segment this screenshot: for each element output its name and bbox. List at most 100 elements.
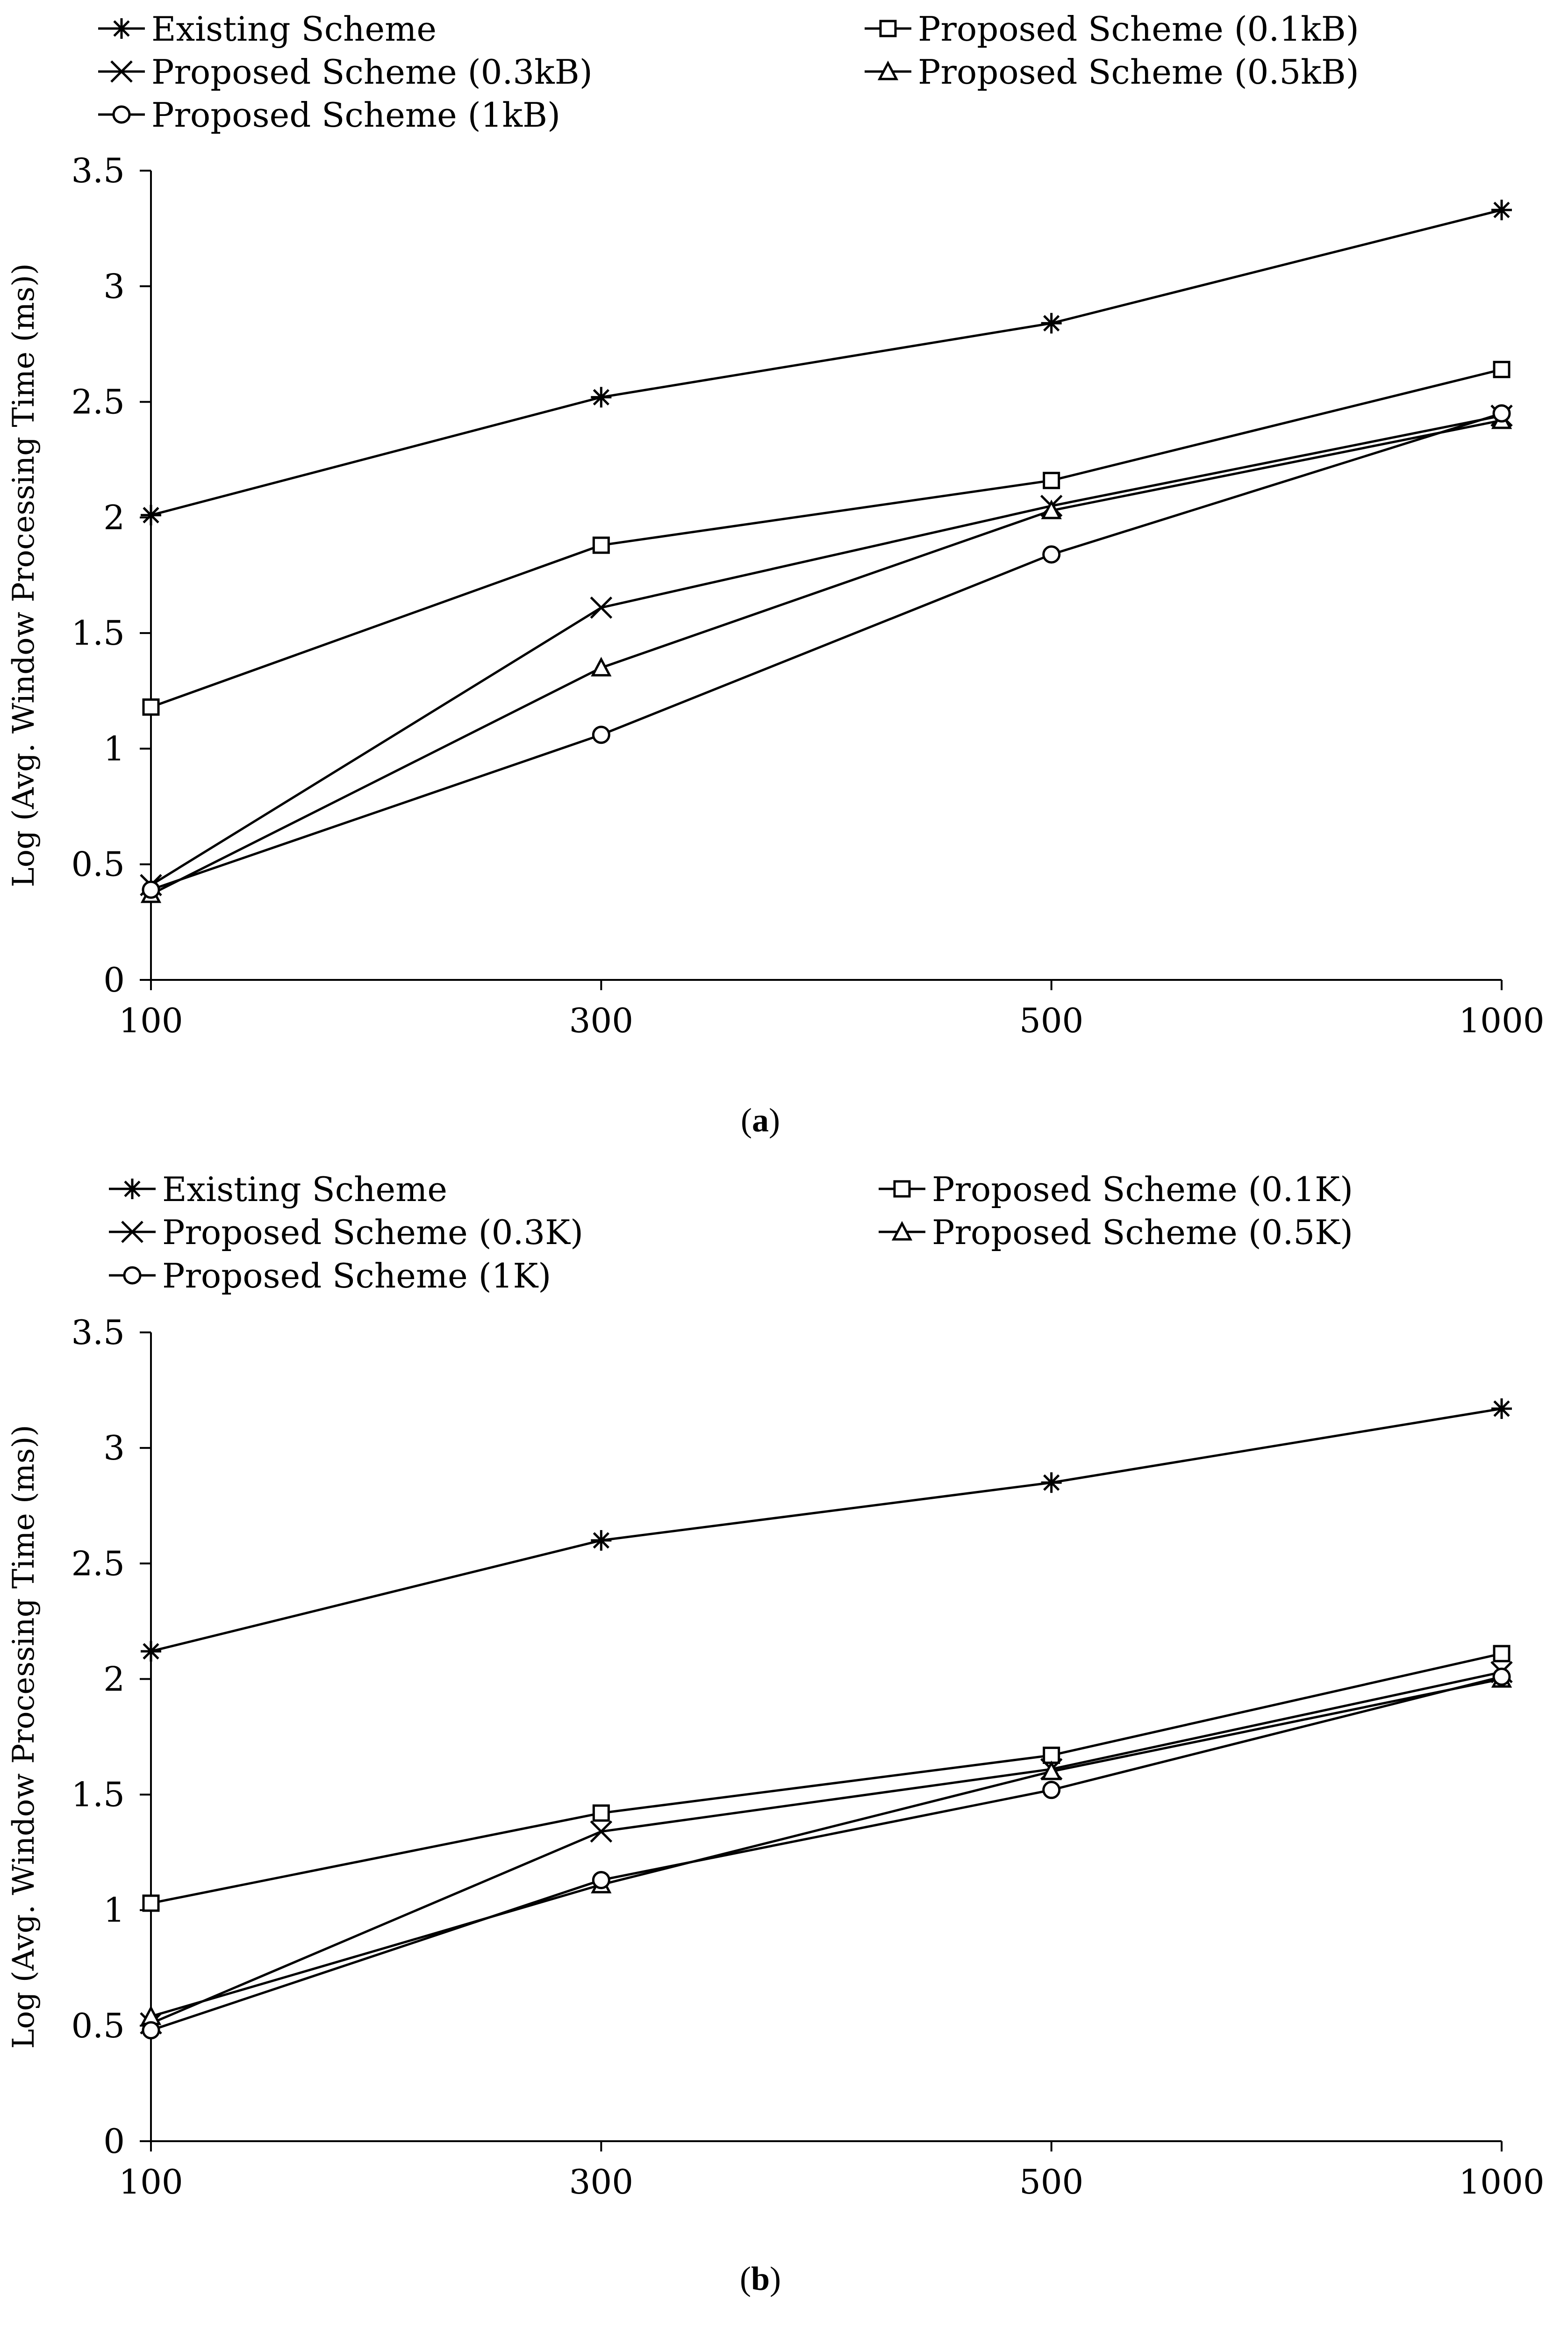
legend-marker xyxy=(112,105,131,124)
legend-label: Proposed Scheme (1kB) xyxy=(151,95,560,135)
y-axis-label: Log (Avg. Window Processing Time (ms)) xyxy=(7,263,41,887)
y-tick-label: 1.5 xyxy=(71,613,125,653)
data-point xyxy=(1041,1760,1062,1780)
legend-entry: Proposed Scheme (1K) xyxy=(109,1256,551,1295)
legend-entry: Proposed Scheme (0.1K) xyxy=(879,1170,1353,1209)
data-point xyxy=(1041,1472,1062,1493)
data-point xyxy=(142,880,160,899)
data-point xyxy=(591,656,612,676)
y-tick-label: 2.5 xyxy=(71,382,125,422)
data-point xyxy=(1491,1398,1512,1419)
series-line xyxy=(150,1652,1502,1905)
legend-label: Proposed Scheme (0.1K) xyxy=(932,1170,1353,1209)
x-tick-label: 300 xyxy=(569,1001,633,1040)
series-line xyxy=(150,1671,1502,2025)
y-tick-label: 1 xyxy=(103,729,125,768)
y-tick-label: 3 xyxy=(103,266,125,306)
x-tick-label: 300 xyxy=(569,2162,633,2202)
series-2 xyxy=(140,1661,1513,2035)
legend-label: Proposed Scheme (0.1kB) xyxy=(918,9,1359,49)
x-tick-label: 100 xyxy=(119,1001,183,1040)
series-line xyxy=(150,1677,1502,2018)
y-tick-label: 3.5 xyxy=(71,151,125,190)
series-line xyxy=(150,412,1502,891)
legend-label: Existing Scheme xyxy=(151,9,437,49)
y-tick-label: 0.5 xyxy=(71,845,125,884)
data-point xyxy=(1042,1781,1061,1799)
y-tick-label: 0 xyxy=(103,2122,125,2161)
legend-label: Proposed Scheme (1K) xyxy=(162,1256,551,1295)
series-line xyxy=(150,368,1502,708)
series-line xyxy=(150,1407,1502,1653)
series-4 xyxy=(142,404,1511,899)
legend-marker xyxy=(122,1179,143,1199)
y-tick-label: 1.5 xyxy=(71,1775,125,1814)
data-point xyxy=(1042,545,1061,564)
x-tick-label: 1000 xyxy=(1459,1001,1544,1040)
series-line xyxy=(150,419,1502,896)
x-tick-label: 1000 xyxy=(1459,2162,1544,2202)
series-line xyxy=(150,414,1502,886)
legend-marker xyxy=(111,18,132,39)
data-point xyxy=(1043,1747,1060,1764)
y-tick-label: 3 xyxy=(103,1428,125,1468)
y-tick-label: 2.5 xyxy=(71,1544,125,1583)
chart-a: 0 0.5 1 1.5 2 2.5 3 3.5 100 300 500 1000 Log (Avg. W… xyxy=(7,9,1545,1139)
legend-marker xyxy=(121,1221,143,1243)
data-point xyxy=(591,1530,612,1551)
data-point xyxy=(591,387,612,408)
series-3 xyxy=(140,409,1512,903)
data-point xyxy=(1491,200,1512,221)
legend-entry: Proposed Scheme (0.5kB) xyxy=(865,52,1359,92)
y-tick-label: 2 xyxy=(103,1659,125,1698)
chart-b: 0 0.5 1 1.5 2 2.5 3 3.5 100 300 500 1000 Log (Avg. W… xyxy=(7,1170,1545,2297)
legend-marker xyxy=(110,60,133,83)
series-1 xyxy=(142,1645,1511,1912)
series-0 xyxy=(141,1398,1512,1662)
legend-entry: Proposed Scheme (0.3K) xyxy=(109,1213,583,1252)
series-0 xyxy=(141,200,1512,525)
legend-entry: Proposed Scheme (0.3kB) xyxy=(98,52,593,92)
y-tick-label: 1 xyxy=(103,1891,125,1930)
data-point xyxy=(592,1871,610,1889)
x-tick-label: 100 xyxy=(119,2162,183,2202)
y-axis-label: Log (Avg. Window Processing Time (ms)) xyxy=(7,1425,41,2049)
legend-marker xyxy=(123,1266,142,1285)
legend-label: Proposed Scheme (0.3kB) xyxy=(151,52,593,92)
legend-marker xyxy=(879,20,897,37)
legend-marker xyxy=(891,1221,913,1241)
legend-label: Existing Scheme xyxy=(162,1170,447,1209)
data-point xyxy=(592,1804,610,1822)
data-point xyxy=(141,504,161,525)
x-tick-label: 500 xyxy=(1019,2162,1083,2202)
data-point xyxy=(1043,472,1060,489)
y-tick-label: 0 xyxy=(103,960,125,1000)
legend-entry: Proposed Scheme (0.1kB) xyxy=(865,9,1359,49)
data-point xyxy=(1041,313,1062,334)
legend-entry: Proposed Scheme (1kB) xyxy=(98,95,560,135)
series-3 xyxy=(140,1668,1512,2025)
series-line xyxy=(150,209,1502,517)
y-tick-label: 2 xyxy=(103,498,125,537)
data-point xyxy=(142,1894,160,1912)
series-4 xyxy=(142,1667,1511,2040)
legend-marker xyxy=(893,1180,911,1198)
y-tick-label: 3.5 xyxy=(71,1313,125,1352)
data-point xyxy=(1493,1645,1511,1662)
data-point xyxy=(1492,1667,1511,1686)
data-point xyxy=(1492,404,1511,423)
legend-entry: Existing Scheme xyxy=(98,9,437,49)
data-point xyxy=(142,698,160,716)
data-point xyxy=(592,726,610,744)
legend-entry: Proposed Scheme (0.5K) xyxy=(879,1213,1353,1252)
series-line xyxy=(150,1676,1502,2032)
figure-caption: (a) xyxy=(741,1101,780,1139)
data-point xyxy=(141,1641,161,1662)
figure-caption: (b) xyxy=(740,2260,781,2297)
data-point xyxy=(590,1820,613,1843)
series-1 xyxy=(142,360,1511,716)
legend-entry: Existing Scheme xyxy=(109,1170,447,1209)
legend-marker xyxy=(877,60,899,80)
data-point xyxy=(590,596,613,619)
